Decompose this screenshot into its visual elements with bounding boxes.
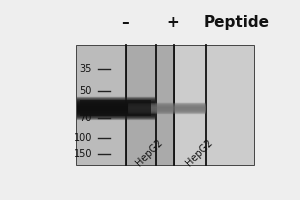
Bar: [174, 45, 254, 165]
Bar: [76, 45, 156, 165]
Text: 35: 35: [80, 64, 92, 74]
Text: Peptide: Peptide: [203, 15, 269, 30]
Text: 70: 70: [80, 113, 92, 123]
Text: +: +: [166, 15, 179, 30]
Text: HepG2: HepG2: [134, 137, 164, 168]
Bar: [126, 45, 206, 165]
Text: 100: 100: [74, 133, 92, 143]
Text: –: –: [121, 15, 129, 30]
Bar: [80, 100, 152, 116]
Text: HepG2: HepG2: [184, 137, 215, 168]
Text: 150: 150: [74, 149, 92, 159]
Text: 50: 50: [80, 86, 92, 96]
